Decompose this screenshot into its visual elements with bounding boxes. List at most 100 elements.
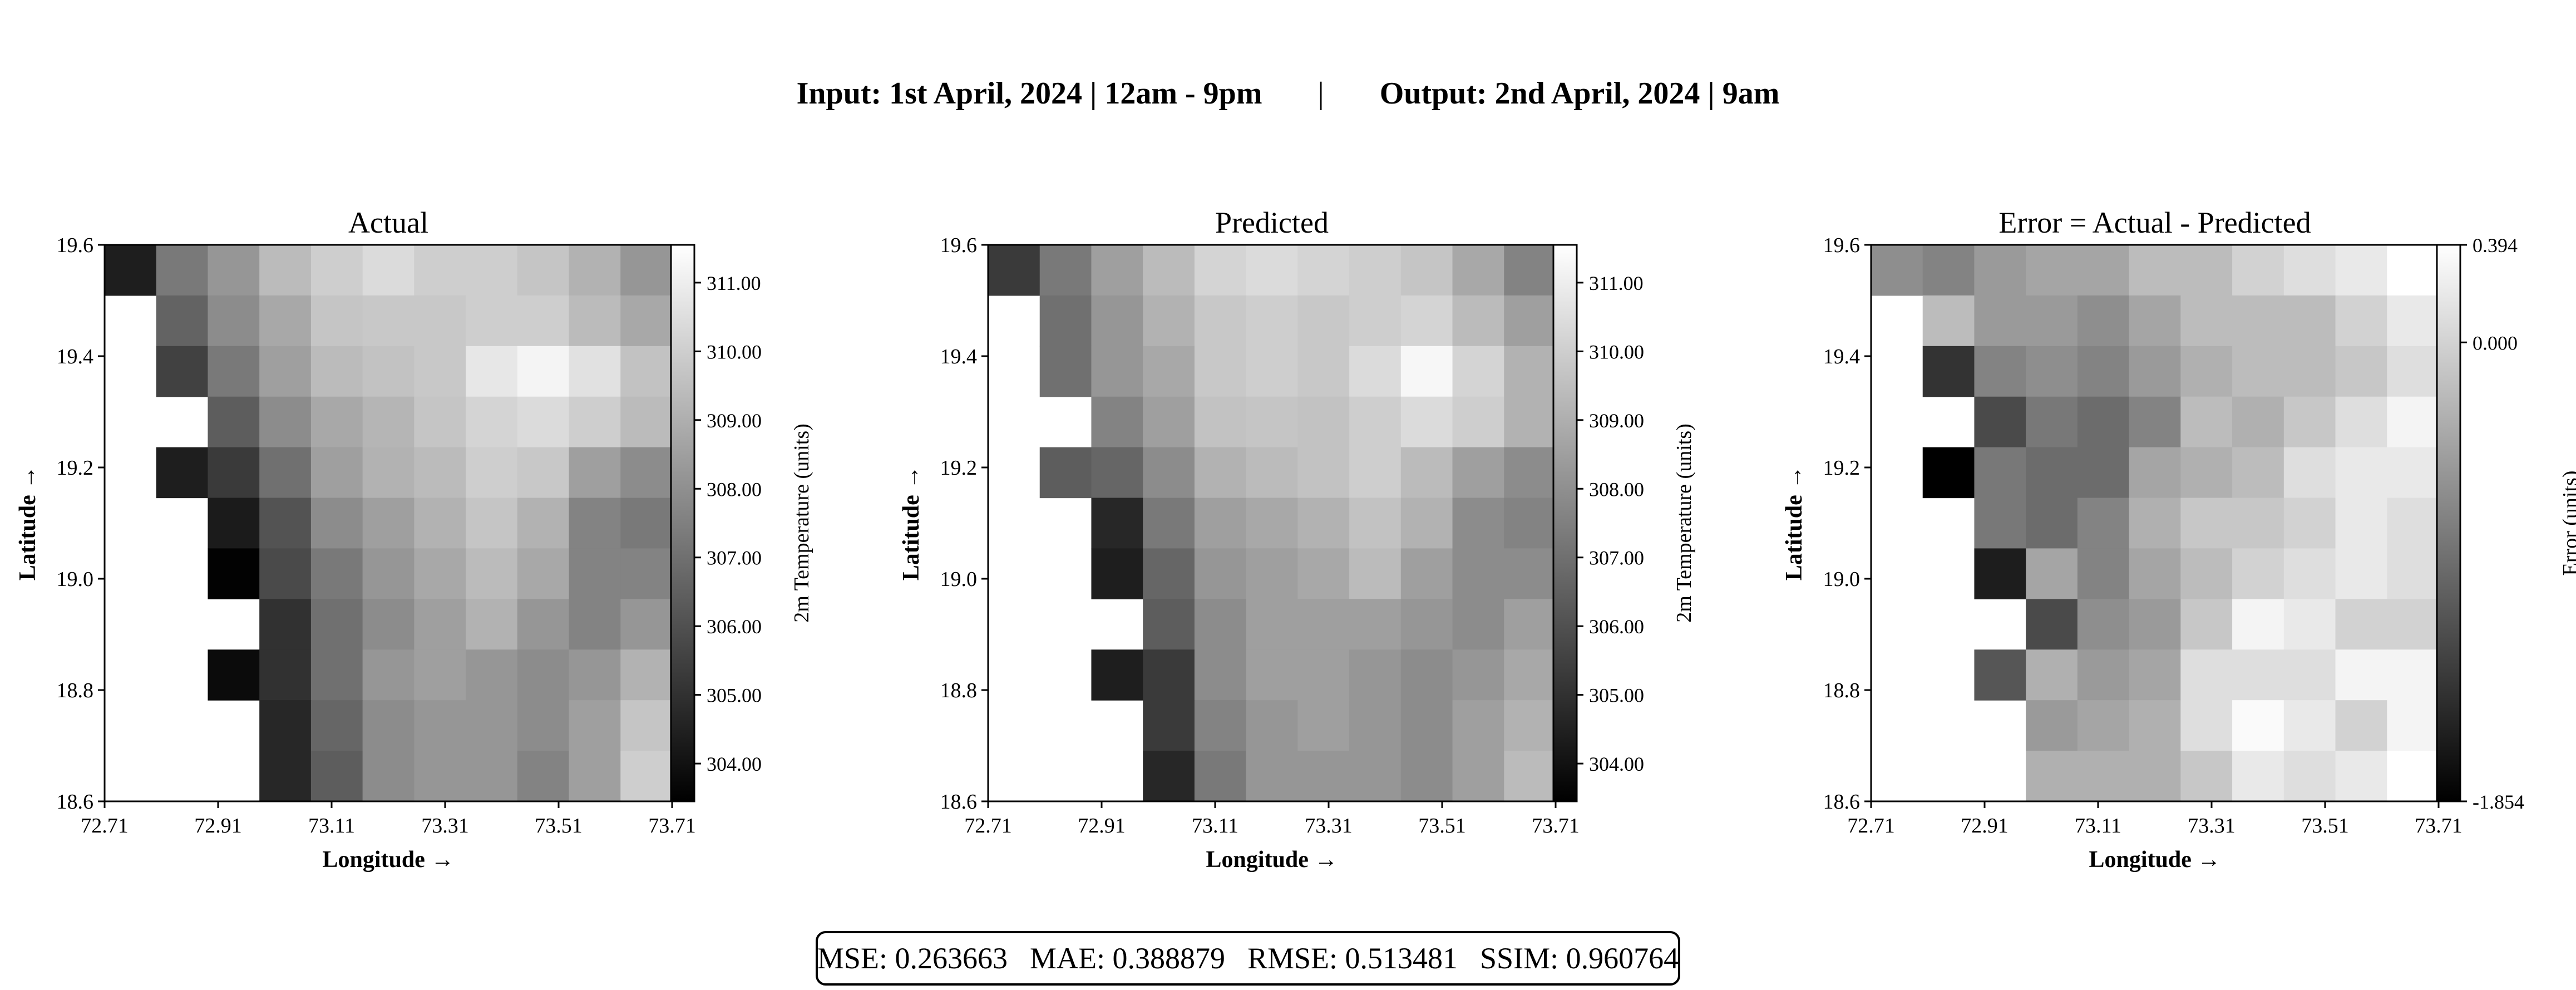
heatmap-cell <box>1246 751 1298 802</box>
heatmap-cell <box>2077 700 2130 751</box>
heatmap-cell <box>2077 599 2130 650</box>
heatmap-cell <box>2129 548 2181 599</box>
heatmap-cell <box>1297 346 1350 397</box>
heatmap-cell <box>1504 447 1556 499</box>
heatmap-cell <box>466 700 518 751</box>
heatmap-cell <box>156 346 209 397</box>
heatmap-cell <box>259 751 312 802</box>
heatmap-cell <box>259 447 312 499</box>
heatmap-cell <box>310 295 363 347</box>
heatmap-cell <box>2283 599 2336 650</box>
heatmap-cell <box>2283 295 2336 347</box>
x-tick-label: 72.91 <box>1961 814 2009 838</box>
heatmap-cell <box>1194 548 1247 599</box>
heatmap-cell <box>1974 295 2026 347</box>
colorbar <box>2436 244 2461 802</box>
y-tick-label: 18.8 <box>940 679 978 702</box>
heatmap-cell <box>1143 447 1195 499</box>
colorbar-tick-label: 0.394 <box>2473 234 2518 257</box>
heatmap-cell <box>1297 700 1350 751</box>
heatmap-cell <box>259 498 312 549</box>
heatmap-cell <box>2077 751 2130 802</box>
x-axis-label: Longitude → <box>1206 847 1338 873</box>
heatmap-cell <box>1246 346 1298 397</box>
heatmap-cell <box>259 548 312 599</box>
heatmap-cell <box>1349 548 1401 599</box>
y-axis-label: Latitude → <box>899 466 924 581</box>
y-axis-label: Latitude → <box>1782 466 1807 581</box>
colorbar-tick-label: 0.000 <box>2473 332 2518 354</box>
heatmap-cell <box>414 649 466 701</box>
heatmap-cell <box>620 295 673 347</box>
heatmap-cell <box>2077 346 2130 397</box>
metric-mae: MAE: 0.388879 <box>1029 942 1225 975</box>
heatmap-cell <box>1297 498 1350 549</box>
heatmap-cell <box>2283 498 2336 549</box>
x-tick-label: 73.71 <box>1532 814 1580 838</box>
heatmap-cell <box>1194 700 1247 751</box>
heatmap-cell <box>362 447 414 499</box>
heatmap-cell <box>2180 599 2233 650</box>
heatmap-cell <box>1091 447 1143 499</box>
heatmap-cell <box>517 700 570 751</box>
x-tick-label: 73.11 <box>1192 814 1238 838</box>
heatmap-cell <box>362 700 414 751</box>
heatmap-cell <box>259 346 312 397</box>
heatmap-cell <box>517 245 570 296</box>
heatmap-cell <box>1297 396 1350 448</box>
heatmap-cell <box>2026 295 2078 347</box>
heatmap-cell <box>2283 548 2336 599</box>
heatmap-cell <box>1504 396 1556 448</box>
heatmap-cell <box>156 447 209 499</box>
heatmap-cell <box>414 396 466 448</box>
heatmap-cell <box>466 447 518 499</box>
panel-title: Actual <box>348 206 428 239</box>
heatmap-cell <box>2335 346 2387 397</box>
suptitle-separator: | <box>1317 76 1324 111</box>
heatmap-cell <box>2232 396 2284 448</box>
heatmap-cell <box>362 498 414 549</box>
heatmap-cell <box>310 245 363 296</box>
heatmap-cell <box>1504 295 1556 347</box>
heatmap-cell <box>414 548 466 599</box>
heatmap-cell <box>1974 396 2026 448</box>
heatmap-cell <box>1091 346 1143 397</box>
heatmap-cell <box>1452 649 1504 701</box>
x-tick-label: 73.71 <box>2415 814 2463 838</box>
heatmap-cell <box>2129 245 2181 296</box>
y-axis-label: Latitude → <box>15 466 41 581</box>
heatmap-cell <box>1194 498 1247 549</box>
heatmap-cell <box>1143 599 1195 650</box>
heatmap-cell <box>1143 295 1195 347</box>
heatmap-cell <box>2232 346 2284 397</box>
heatmap-cell <box>2232 700 2284 751</box>
heatmap-cell <box>1349 396 1401 448</box>
heatmap-cell <box>1871 245 1923 296</box>
heatmap-cell <box>310 548 363 599</box>
heatmap-cell <box>620 751 673 802</box>
x-tick-label: 73.71 <box>648 814 696 838</box>
heatmap-cell <box>1504 599 1556 650</box>
y-tick-label: 18.6 <box>940 790 978 814</box>
x-tick-label: 73.51 <box>535 814 583 838</box>
suptitle-input: Input: 1st April, 2024 | 12am - 9pm <box>796 76 1262 111</box>
y-tick-label: 19.6 <box>1823 234 1861 257</box>
heatmap-cell <box>2180 295 2233 347</box>
heatmap-cell <box>208 346 260 397</box>
heatmap-cell <box>2283 700 2336 751</box>
colorbar-tick-label: 305.00 <box>1589 684 1644 707</box>
heatmap-cell <box>517 548 570 599</box>
heatmap-cell <box>208 447 260 499</box>
heatmap-cell <box>620 396 673 448</box>
heatmap-cell <box>2129 295 2181 347</box>
heatmap-cell <box>414 245 466 296</box>
heatmap-cell <box>362 346 414 397</box>
heatmap-cell <box>1246 245 1298 296</box>
x-tick-label: 73.11 <box>2075 814 2121 838</box>
heatmap-cell <box>156 295 209 347</box>
heatmap-cell <box>1452 498 1504 549</box>
heatmap-cell <box>517 447 570 499</box>
heatmap-cell <box>1091 396 1143 448</box>
metric-rmse: RMSE: 0.513481 <box>1247 942 1458 975</box>
